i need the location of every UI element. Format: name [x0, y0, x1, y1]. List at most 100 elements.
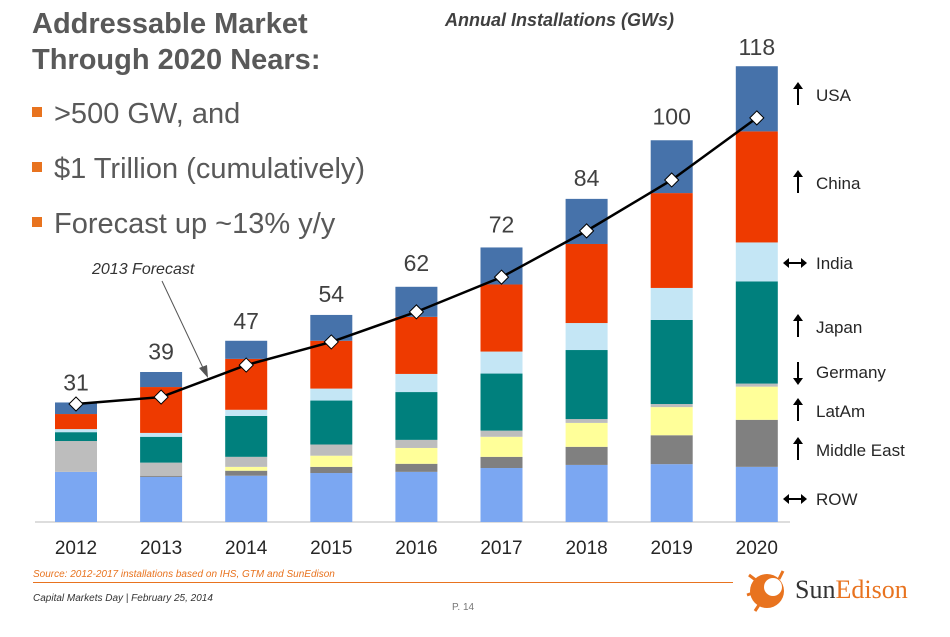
heading-line-1: Addressable Market: [32, 8, 308, 40]
bar-segment-latam: [565, 422, 608, 447]
bar-segment-japan: [140, 436, 183, 463]
chart-title: Annual Installations (GWs): [445, 10, 675, 30]
legend-label: China: [816, 174, 861, 193]
x-tick-label: 2013: [140, 538, 182, 559]
annotation-arrow: [161, 280, 205, 371]
bar-segment-row: [140, 476, 183, 522]
bar-segment-china: [650, 193, 693, 288]
bar-segment-usa: [225, 340, 268, 359]
bar-segment-india: [140, 432, 183, 437]
total-label: 31: [63, 369, 89, 395]
up-arrow-icon: [793, 398, 803, 405]
bar-segment-china: [55, 414, 97, 430]
bar-segment-germany: [140, 462, 183, 476]
arrow-head-icon: [199, 365, 208, 378]
bar-segment-japan: [225, 415, 268, 457]
total-label: 100: [653, 103, 691, 129]
bar-segment-middle-east: [225, 470, 268, 476]
x-tick-label: 2016: [395, 538, 437, 559]
bar-segment-china: [735, 131, 778, 243]
legend-label: Japan: [816, 318, 862, 337]
bar-segment-germany: [735, 383, 778, 387]
legend-label: Middle East: [816, 441, 905, 460]
bar-segment-germany: [480, 430, 523, 437]
x-tick-label: 2020: [736, 538, 778, 559]
bar-segment-latam: [395, 447, 438, 464]
bar-segment-india: [225, 409, 268, 416]
footer-divider: [33, 582, 733, 583]
slide-heading: Addressable Market Through 2020 Nears:: [32, 6, 320, 78]
bar-segment-china: [565, 243, 608, 324]
bar-segment-usa: [140, 372, 183, 388]
bar-segment-japan: [565, 350, 608, 420]
legend-label: LatAm: [816, 402, 865, 421]
bullet-3: Forecast up ~13% y/y: [32, 208, 335, 241]
bar-segment-middle-east: [310, 466, 353, 474]
source-note: Source: 2012-2017 installations based on…: [33, 569, 335, 580]
bar-segment-row: [480, 468, 523, 522]
bar-segment-japan: [650, 319, 693, 405]
up-arrow-icon: [793, 437, 803, 444]
bar-segment-india: [480, 351, 523, 374]
forecast-marker: [68, 396, 84, 412]
bullet-text: >500 GW, and: [54, 98, 241, 130]
total-label: 47: [233, 308, 259, 334]
forecast-marker: [323, 334, 340, 350]
bar-segment-germany: [225, 456, 268, 467]
bar-segment-row: [735, 466, 778, 522]
x-tick-label: 2019: [651, 538, 693, 559]
event-label: Capital Markets Day | February 25, 2014: [33, 593, 213, 604]
bar-segment-latam: [310, 455, 353, 467]
x-tick-label: 2018: [565, 538, 607, 559]
bullet-text: $1 Trillion (cumulatively): [54, 153, 366, 185]
bar-segment-row: [310, 473, 353, 522]
forecast-marker: [749, 110, 765, 126]
sun-logo-icon: [746, 570, 785, 612]
bar-segment-middle-east: [735, 419, 778, 467]
up-arrow-icon: [793, 82, 803, 89]
bar-segment-japan: [480, 373, 523, 431]
down-arrow-icon: [793, 378, 803, 385]
left-arrow-icon: [783, 494, 789, 504]
bar-segment-latam: [480, 436, 523, 457]
bar-segment-germany: [650, 404, 693, 408]
total-label: 39: [148, 339, 174, 365]
left-arrow-icon: [783, 258, 789, 268]
bar-segment-latam: [735, 386, 778, 420]
bar-segment-germany: [310, 444, 353, 456]
total-label: 62: [404, 250, 430, 276]
x-tick-label: 2014: [225, 538, 268, 559]
bar-segment-india: [650, 287, 693, 320]
bullet-square-icon: [32, 217, 42, 228]
page-number: P. 14: [452, 602, 475, 613]
bar-segment-india: [565, 323, 608, 351]
bar-segment-japan: [310, 400, 353, 445]
bar-segment-japan: [55, 432, 97, 442]
forecast-marker: [578, 223, 595, 239]
bar-segment-latam: [225, 466, 268, 471]
bar-segment-middle-east: [395, 463, 438, 472]
bar-segment-japan: [735, 281, 778, 384]
forecast-marker: [238, 357, 254, 373]
bullet-square-icon: [32, 107, 42, 118]
bar-segment-row: [225, 475, 268, 522]
bar-segment-row: [55, 471, 97, 522]
bullet-1: >500 GW, and: [32, 98, 240, 131]
bar-segment-row: [395, 471, 438, 522]
bar-segment-middle-east: [140, 475, 183, 477]
bullet-square-icon: [32, 162, 42, 173]
bar-segment-germany: [565, 419, 608, 423]
x-tick-label: 2012: [55, 538, 97, 559]
bar-segment-germany: [395, 439, 438, 448]
legend-label: USA: [816, 86, 852, 105]
x-tick-label: 2015: [310, 538, 352, 559]
forecast-marker: [153, 389, 169, 405]
bar-segment-india: [735, 242, 778, 282]
total-label: 72: [489, 211, 515, 237]
bar-segment-middle-east: [650, 435, 693, 465]
total-label: 84: [574, 165, 600, 191]
bullet-text: Forecast up ~13% y/y: [54, 208, 336, 240]
forecast-marker: [663, 172, 680, 188]
legend-label: Germany: [816, 363, 886, 382]
